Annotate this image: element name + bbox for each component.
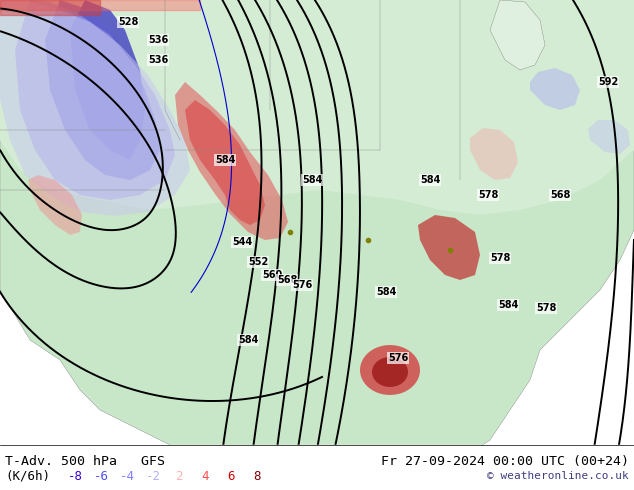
- Text: 584: 584: [302, 175, 322, 185]
- Text: 592: 592: [598, 77, 618, 87]
- Text: -4: -4: [119, 469, 134, 483]
- Text: (K/6h): (K/6h): [5, 469, 50, 483]
- Text: 578: 578: [536, 303, 556, 313]
- Polygon shape: [470, 128, 518, 180]
- Polygon shape: [185, 100, 265, 225]
- Text: 578: 578: [490, 253, 510, 263]
- Polygon shape: [588, 120, 630, 154]
- Text: 584: 584: [420, 175, 440, 185]
- Polygon shape: [45, 0, 160, 180]
- Text: 544: 544: [232, 237, 252, 247]
- Text: 576: 576: [388, 353, 408, 363]
- Text: 552: 552: [602, 450, 622, 460]
- Polygon shape: [0, 0, 190, 216]
- Bar: [0, 445, 634, 490]
- Bar: [0, 0, 100, 15]
- Polygon shape: [360, 345, 420, 395]
- Polygon shape: [490, 0, 545, 70]
- Text: 584: 584: [238, 335, 258, 345]
- Polygon shape: [175, 82, 288, 240]
- Polygon shape: [0, 0, 634, 215]
- Polygon shape: [28, 175, 82, 235]
- Text: 4: 4: [201, 469, 209, 483]
- Text: 2: 2: [175, 469, 183, 483]
- Text: 552: 552: [585, 450, 605, 460]
- Text: T-Adv. 500 hPa   GFS: T-Adv. 500 hPa GFS: [5, 455, 165, 468]
- Text: 528: 528: [118, 17, 138, 27]
- Text: 560: 560: [262, 270, 282, 280]
- Text: © weatheronline.co.uk: © weatheronline.co.uk: [488, 471, 629, 481]
- Polygon shape: [372, 357, 408, 387]
- Text: 8: 8: [253, 469, 261, 483]
- Text: 552: 552: [248, 257, 268, 267]
- Text: 6: 6: [227, 469, 235, 483]
- Text: 584: 584: [498, 300, 518, 310]
- Text: 584: 584: [376, 287, 396, 297]
- Text: Fr 27-09-2024 00:00 UTC (00+24): Fr 27-09-2024 00:00 UTC (00+24): [381, 455, 629, 468]
- Text: 536: 536: [148, 55, 168, 65]
- Polygon shape: [70, 0, 145, 160]
- Text: 576: 576: [292, 280, 312, 290]
- Text: 568: 568: [277, 275, 297, 285]
- Polygon shape: [530, 68, 580, 110]
- Text: -2: -2: [145, 469, 160, 483]
- Text: 578: 578: [478, 190, 498, 200]
- Polygon shape: [418, 215, 480, 280]
- Text: -6: -6: [93, 469, 108, 483]
- Bar: [0, 0, 200, 10]
- Text: 584: 584: [215, 155, 235, 165]
- Text: 536: 536: [148, 35, 168, 45]
- Polygon shape: [15, 0, 175, 200]
- Text: 568: 568: [550, 190, 570, 200]
- Text: -8: -8: [67, 469, 82, 483]
